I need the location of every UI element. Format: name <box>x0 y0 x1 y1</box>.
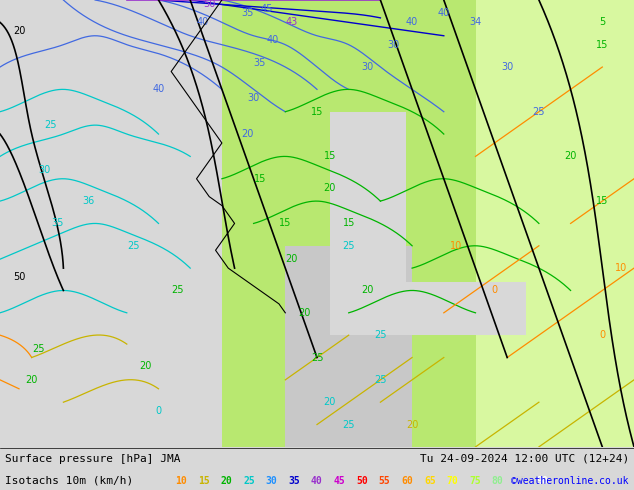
Text: 40: 40 <box>197 17 209 27</box>
Text: 50: 50 <box>356 475 368 486</box>
Text: 10: 10 <box>450 241 463 251</box>
Text: 30: 30 <box>501 62 514 72</box>
Text: 20: 20 <box>406 419 418 430</box>
Text: 15: 15 <box>596 40 609 49</box>
Text: 15: 15 <box>198 475 210 486</box>
Text: 34: 34 <box>469 17 482 27</box>
FancyBboxPatch shape <box>0 0 266 447</box>
Text: 80: 80 <box>491 475 503 486</box>
Text: 85: 85 <box>514 475 526 486</box>
Text: 50: 50 <box>13 272 25 282</box>
Text: 20: 20 <box>221 475 233 486</box>
Text: 25: 25 <box>374 330 387 340</box>
Text: 75: 75 <box>469 475 481 486</box>
Text: 5: 5 <box>599 17 605 27</box>
Text: Isotachs 10m (km/h): Isotachs 10m (km/h) <box>5 475 133 486</box>
Text: 35: 35 <box>288 475 300 486</box>
Text: Tu 24-09-2024 12:00 UTC (12+24): Tu 24-09-2024 12:00 UTC (12+24) <box>420 454 629 464</box>
Text: 20: 20 <box>25 375 38 385</box>
Text: 25: 25 <box>311 352 323 363</box>
Text: 30: 30 <box>387 40 399 49</box>
Text: 25: 25 <box>171 286 184 295</box>
Text: 35: 35 <box>51 219 63 228</box>
Text: 45: 45 <box>333 475 346 486</box>
Text: 20: 20 <box>285 254 298 264</box>
Text: 15: 15 <box>279 219 292 228</box>
Text: 35: 35 <box>254 57 266 68</box>
Text: ©weatheronline.co.uk: ©weatheronline.co.uk <box>512 475 629 486</box>
Text: 50: 50 <box>203 0 216 9</box>
Text: 40: 40 <box>406 17 418 27</box>
Text: 15: 15 <box>596 196 609 206</box>
Text: 25: 25 <box>533 107 545 117</box>
Text: 25: 25 <box>342 241 355 251</box>
Text: 20: 20 <box>298 308 311 318</box>
Text: 55: 55 <box>378 475 391 486</box>
Text: 40: 40 <box>266 35 279 45</box>
Text: 0: 0 <box>599 330 605 340</box>
Text: 20: 20 <box>13 26 25 36</box>
Text: 36: 36 <box>82 196 95 206</box>
Text: 30: 30 <box>361 62 374 72</box>
Text: 20: 20 <box>323 397 336 407</box>
Text: Surface pressure [hPa] JMA: Surface pressure [hPa] JMA <box>5 454 181 464</box>
FancyBboxPatch shape <box>285 246 412 447</box>
Text: 25: 25 <box>243 475 255 486</box>
Text: 20: 20 <box>241 129 254 139</box>
Text: 20: 20 <box>564 151 577 161</box>
Text: 60: 60 <box>401 475 413 486</box>
FancyBboxPatch shape <box>330 112 406 335</box>
Text: 15: 15 <box>323 151 336 161</box>
Text: 70: 70 <box>446 475 458 486</box>
Text: 10: 10 <box>176 475 187 486</box>
Text: 40: 40 <box>437 8 450 19</box>
Text: 40: 40 <box>152 84 165 95</box>
Text: 15: 15 <box>311 107 323 117</box>
Text: 20: 20 <box>323 183 336 193</box>
Text: 0: 0 <box>491 286 498 295</box>
Text: 45: 45 <box>260 4 273 14</box>
Text: 10: 10 <box>615 263 628 273</box>
Text: 15: 15 <box>342 219 355 228</box>
Text: 25: 25 <box>44 120 57 130</box>
Text: 25: 25 <box>32 343 44 354</box>
Text: 30: 30 <box>247 93 260 103</box>
Text: 20: 20 <box>361 286 374 295</box>
Text: 0: 0 <box>155 406 162 416</box>
Text: 90: 90 <box>537 475 548 486</box>
Text: 35: 35 <box>241 8 254 19</box>
FancyBboxPatch shape <box>368 282 526 335</box>
FancyBboxPatch shape <box>476 0 634 447</box>
Text: 25: 25 <box>127 241 139 251</box>
FancyBboxPatch shape <box>222 0 634 447</box>
Text: 30: 30 <box>266 475 278 486</box>
Text: 25: 25 <box>342 419 355 430</box>
Text: 15: 15 <box>254 174 266 184</box>
Text: 40: 40 <box>311 475 323 486</box>
Text: 25: 25 <box>374 375 387 385</box>
Text: 30: 30 <box>38 165 51 175</box>
Text: 43: 43 <box>285 17 298 27</box>
Text: 65: 65 <box>424 475 436 486</box>
Text: 20: 20 <box>139 362 152 371</box>
